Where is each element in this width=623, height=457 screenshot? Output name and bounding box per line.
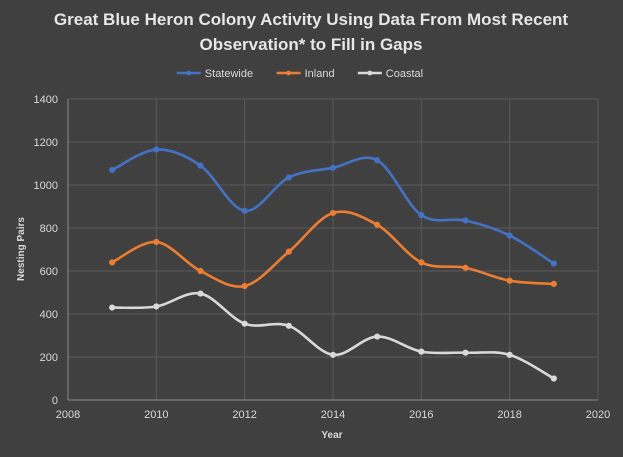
data-point-coastal xyxy=(374,333,381,340)
x-tick-label: 2020 xyxy=(586,409,610,421)
y-tick-label: 800 xyxy=(40,223,58,235)
y-tick-label: 600 xyxy=(40,266,58,278)
chart-title-line-1: Great Blue Heron Colony Activity Using D… xyxy=(54,10,569,29)
data-point-coastal xyxy=(506,351,513,358)
series-coastal xyxy=(109,290,557,382)
legend-label-statewide: Statewide xyxy=(205,68,253,80)
x-tick-label: 2014 xyxy=(321,409,345,421)
data-point-coastal xyxy=(418,348,425,355)
y-tick-label: 1200 xyxy=(34,137,58,149)
data-point-inland xyxy=(153,238,160,246)
data-point-coastal xyxy=(241,320,248,327)
data-point-statewide xyxy=(285,174,292,181)
data-point-coastal xyxy=(109,304,116,311)
data-point-inland xyxy=(506,277,513,284)
legend-label-coastal: Coastal xyxy=(386,68,423,80)
data-point-coastal xyxy=(329,351,337,358)
data-point-statewide xyxy=(506,232,513,239)
y-tick-label: 1400 xyxy=(34,94,58,106)
data-point-statewide xyxy=(462,217,469,224)
data-point-statewide xyxy=(374,157,381,164)
data-point-inland xyxy=(285,248,292,255)
data-point-coastal xyxy=(153,303,160,310)
series-statewide xyxy=(109,146,557,267)
data-point-statewide xyxy=(241,207,248,214)
x-tick-label: 2018 xyxy=(497,409,521,421)
data-point-inland xyxy=(241,282,248,290)
data-point-inland xyxy=(418,259,425,266)
data-point-inland xyxy=(462,264,469,271)
axes: 0 200 400 600 800 1000 1200 1400 2008 2010 2012 201… xyxy=(34,94,611,421)
y-tick-label: 0 xyxy=(52,395,58,407)
data-point-statewide xyxy=(329,164,337,171)
data-point-statewide xyxy=(550,260,557,267)
x-tick-label: 2010 xyxy=(144,409,168,421)
data-point-coastal xyxy=(285,322,292,329)
legend-marker-statewide xyxy=(186,70,192,76)
series-inland xyxy=(109,209,557,290)
data-point-inland xyxy=(109,259,116,266)
legend-item-inland: Inland xyxy=(276,68,335,80)
data-point-coastal xyxy=(462,349,469,356)
data-point-inland xyxy=(329,209,337,217)
data-point-coastal xyxy=(550,375,557,382)
data-point-coastal xyxy=(197,290,204,297)
y-axis-title: Nesting Pairs xyxy=(16,217,27,281)
data-point-inland xyxy=(550,280,557,287)
data-point-inland xyxy=(197,267,204,275)
y-tick-label: 400 xyxy=(40,309,58,321)
x-axis-title: Year xyxy=(321,430,342,441)
chart-title-line-2: Observation* to Fill in Gaps xyxy=(200,35,423,54)
data-point-statewide xyxy=(418,212,425,219)
y-tick-label: 1000 xyxy=(34,180,58,192)
legend: Statewide Inland Coastal xyxy=(176,68,423,80)
legend-item-statewide: Statewide xyxy=(176,68,253,80)
legend-item-coastal: Coastal xyxy=(357,68,423,80)
series-group xyxy=(109,146,557,382)
x-tick-label: 2012 xyxy=(232,409,256,421)
x-tick-label: 2008 xyxy=(56,409,80,421)
data-point-inland xyxy=(374,221,381,228)
data-point-statewide xyxy=(197,162,204,169)
legend-marker-coastal xyxy=(367,70,373,76)
data-point-statewide xyxy=(153,146,160,153)
legend-marker-inland xyxy=(286,70,291,76)
y-tick-label: 200 xyxy=(40,352,58,364)
x-tick-label: 2016 xyxy=(409,409,433,421)
data-point-statewide xyxy=(109,166,116,174)
legend-label-inland: Inland xyxy=(305,68,335,80)
